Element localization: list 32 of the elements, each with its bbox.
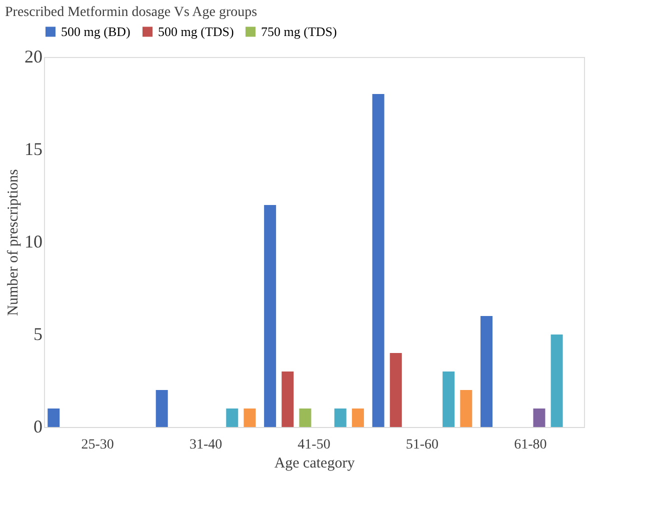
x-tick-label: 51-60 bbox=[406, 438, 439, 452]
bar bbox=[299, 408, 312, 427]
bar bbox=[334, 408, 346, 427]
x-tick-label: 31-40 bbox=[189, 438, 222, 452]
bar bbox=[48, 408, 60, 427]
bar bbox=[156, 390, 168, 427]
y-tick-label: 10 bbox=[24, 232, 42, 252]
x-tick-label: 25-30 bbox=[81, 438, 114, 452]
x-tick-label: 61-80 bbox=[514, 438, 547, 452]
legend-label: 750 mg (TDS) bbox=[261, 24, 337, 39]
bar bbox=[533, 408, 546, 427]
bar bbox=[442, 372, 455, 427]
bar bbox=[372, 94, 384, 427]
chart-title: Prescribed Metformin dosage Vs Age groups bbox=[5, 5, 258, 20]
y-tick-label: 5 bbox=[34, 324, 42, 344]
bar bbox=[244, 408, 256, 427]
bar bbox=[550, 334, 563, 427]
bar bbox=[390, 353, 402, 427]
bar bbox=[460, 390, 472, 427]
x-axis-title: Age category bbox=[274, 456, 356, 472]
bar bbox=[352, 408, 364, 427]
bar bbox=[264, 205, 276, 427]
y-tick-label: 20 bbox=[24, 46, 42, 66]
legend-label: 500 mg (TDS) bbox=[158, 24, 234, 39]
bar bbox=[226, 408, 238, 427]
bar bbox=[480, 316, 492, 427]
x-tick-label: 41-50 bbox=[298, 438, 330, 452]
y-tick-label: 0 bbox=[34, 416, 42, 436]
y-tick-label: 15 bbox=[24, 139, 42, 159]
legend-label: 500 mg (BD) bbox=[61, 24, 130, 39]
bar bbox=[282, 372, 294, 427]
y-axis-title: Number of prescriptions bbox=[6, 169, 22, 316]
